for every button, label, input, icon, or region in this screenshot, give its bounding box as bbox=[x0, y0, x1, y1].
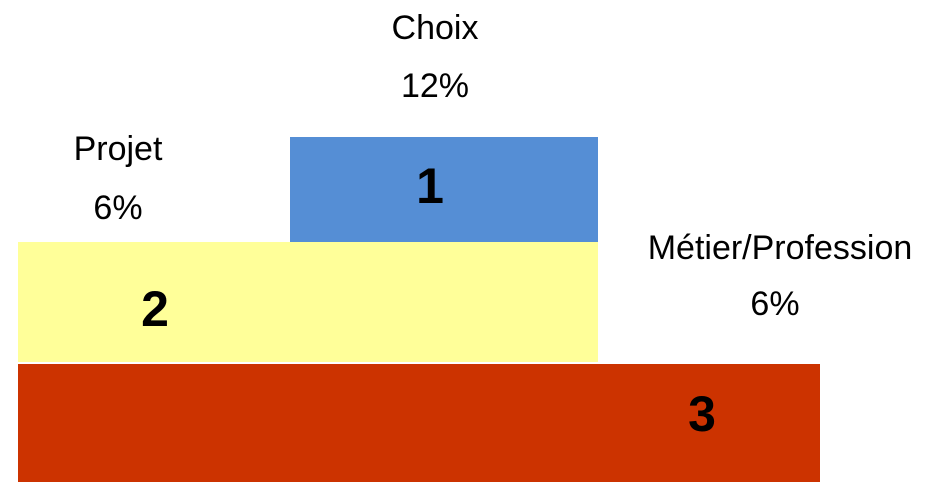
block-share: 12% bbox=[401, 67, 469, 105]
rank-number: 2 bbox=[141, 281, 169, 337]
block-label: Projet bbox=[74, 130, 163, 168]
block-label: Choix bbox=[392, 9, 479, 47]
block-label: Métier/Profession bbox=[648, 229, 913, 267]
podium-block-1 bbox=[290, 137, 598, 242]
rank-number: 1 bbox=[416, 158, 444, 214]
rank-number: 3 bbox=[688, 386, 716, 442]
podium-block-3 bbox=[18, 364, 820, 482]
block-share: 6% bbox=[93, 189, 142, 227]
block-share: 6% bbox=[750, 285, 799, 323]
podium-block-2 bbox=[18, 242, 598, 362]
